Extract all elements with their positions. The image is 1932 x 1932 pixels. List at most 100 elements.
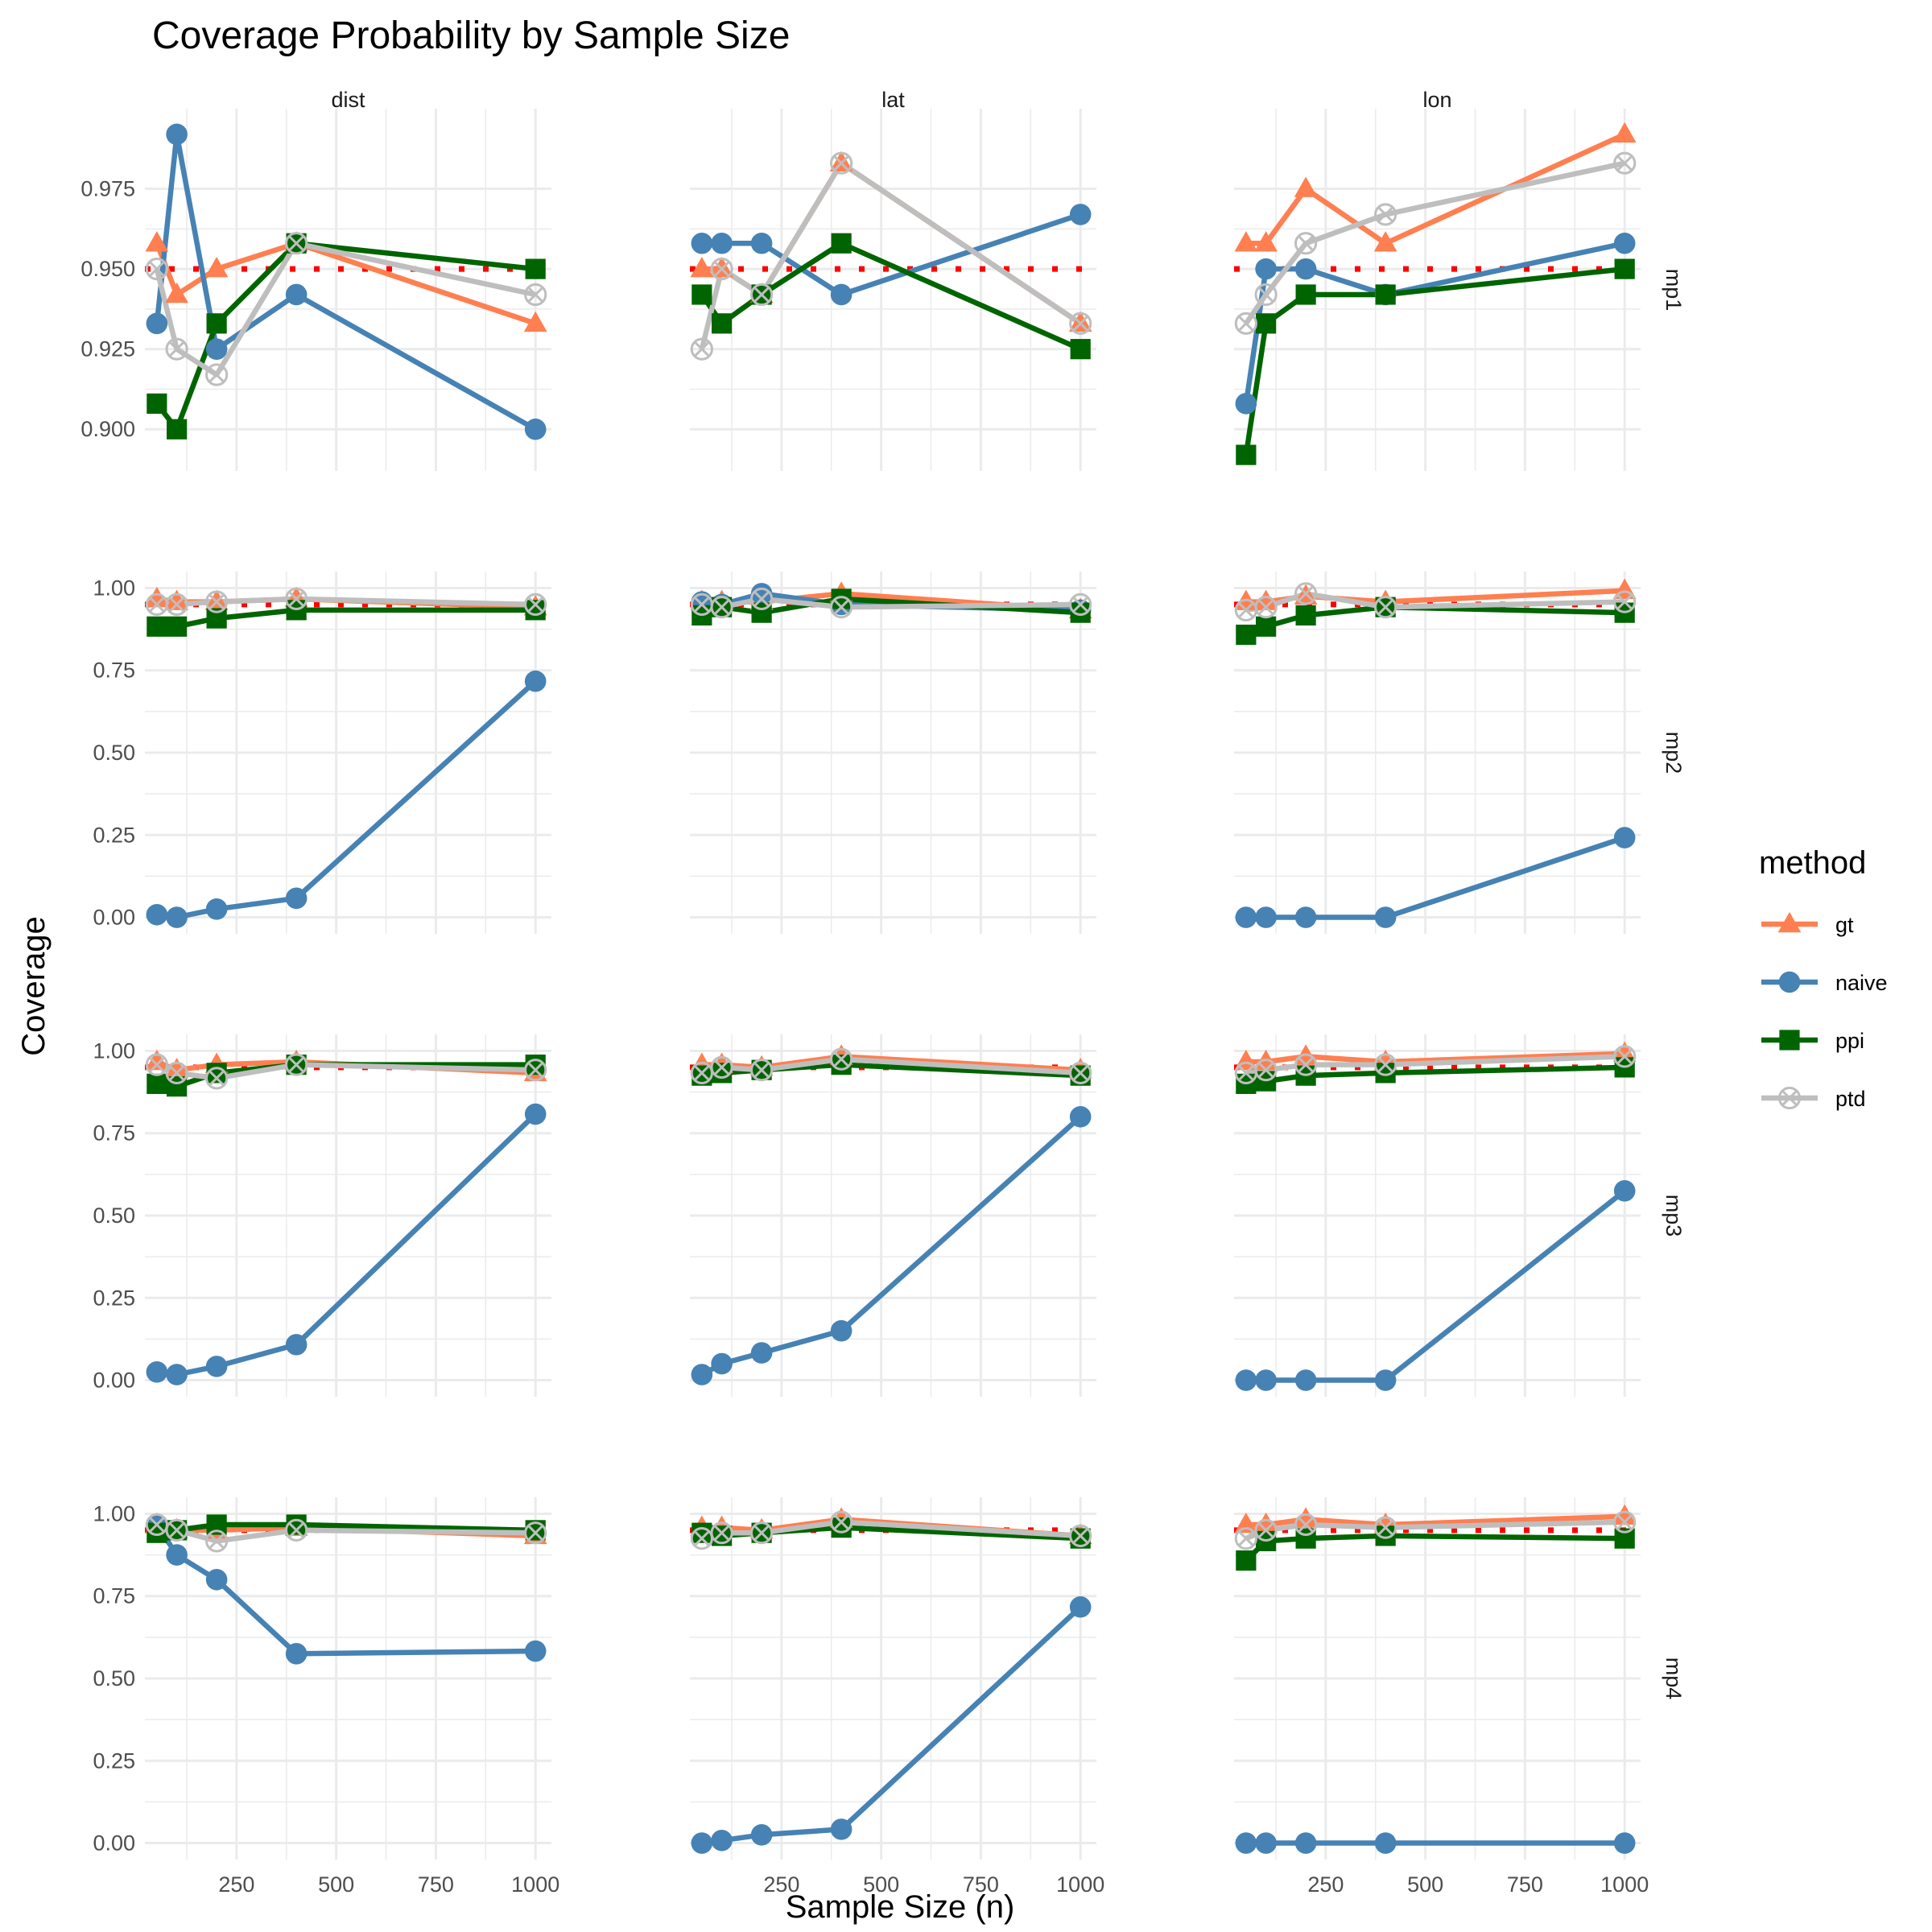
y-tick-label: 0.50 xyxy=(93,741,135,765)
point-gt xyxy=(1294,1507,1318,1528)
point-naive xyxy=(691,232,713,254)
legend: method gt naive ppi ptd xyxy=(1759,845,1888,1111)
point-ptd xyxy=(165,592,188,617)
point-naive xyxy=(1613,827,1636,848)
point-naive xyxy=(691,1832,713,1854)
point-gt xyxy=(829,151,853,171)
x-axis-title: Sample Size (n) xyxy=(786,1889,1015,1925)
point-ptd xyxy=(710,1055,733,1080)
point-naive xyxy=(750,1824,773,1846)
point-naive xyxy=(205,1356,228,1377)
point-naive xyxy=(830,283,852,306)
y-tick-label: 0.75 xyxy=(93,658,135,683)
point-ppi xyxy=(167,616,188,637)
point-naive xyxy=(1294,1832,1317,1854)
point-ptd xyxy=(285,1053,308,1076)
point-ppi xyxy=(147,616,167,637)
point-ptd xyxy=(750,1521,774,1545)
point-ptd xyxy=(1613,151,1637,175)
x-tick-label: 750 xyxy=(418,1872,454,1897)
point-ptd xyxy=(1234,1527,1257,1550)
point-ptd xyxy=(165,337,188,361)
panel-mp4-dist: 0.00 0.25 0.50 0.75 1.00 250 500 750 1000 xyxy=(93,1497,559,1897)
point-gt xyxy=(1234,1512,1258,1534)
x-tick-label: 750 xyxy=(963,1872,999,1897)
y-tick-label: 0.50 xyxy=(93,1666,135,1690)
point-ppi xyxy=(206,313,227,334)
point-gt xyxy=(1254,1512,1278,1534)
point-ptd xyxy=(145,258,168,281)
point-naive xyxy=(166,906,188,928)
point-naive xyxy=(1255,906,1277,928)
y-tick-label: 0.50 xyxy=(93,1203,135,1228)
point-gt xyxy=(1234,231,1258,252)
panel-mp3-dist: 0.00 0.25 0.50 0.75 1.00 xyxy=(93,1034,551,1397)
point-gt xyxy=(523,311,547,332)
panel-mp3-lat xyxy=(690,1034,1096,1397)
y-tick-label: 1.00 xyxy=(93,1038,135,1063)
point-naive xyxy=(524,418,547,440)
point-ppi xyxy=(1070,339,1091,360)
point-gt xyxy=(145,1049,169,1071)
point-naive xyxy=(830,1319,852,1342)
point-ptd xyxy=(1234,312,1257,335)
point-ptd xyxy=(1069,1524,1092,1547)
x-tick-label: 500 xyxy=(1407,1872,1443,1897)
point-ptd xyxy=(524,1059,547,1082)
point-gt xyxy=(204,589,229,610)
y-tick-label: 1.00 xyxy=(93,1501,135,1525)
point-naive xyxy=(750,232,773,254)
point-gt xyxy=(145,586,169,608)
point-ptd xyxy=(710,258,733,281)
point-naive xyxy=(146,1361,168,1383)
point-ptd xyxy=(1613,1510,1637,1534)
point-ptd xyxy=(1069,312,1092,335)
point-ptd xyxy=(750,283,774,307)
point-ptd xyxy=(1613,590,1637,613)
point-naive xyxy=(1255,1369,1277,1391)
point-ppi xyxy=(712,313,733,334)
point-ppi xyxy=(1236,624,1257,646)
point-naive xyxy=(1294,258,1317,280)
point-naive xyxy=(1613,232,1636,254)
point-ptd xyxy=(1069,592,1092,617)
point-naive xyxy=(711,232,733,254)
strip-label-lon: lon xyxy=(1422,88,1451,112)
point-naive xyxy=(691,1364,713,1385)
panel-mp2-lon: mp2 xyxy=(1234,572,1686,934)
point-ptd xyxy=(1294,582,1318,605)
point-naive xyxy=(1069,204,1092,225)
strip-label-mp4: mp4 xyxy=(1662,1657,1686,1700)
point-ptd xyxy=(524,1521,547,1545)
point-ppi xyxy=(167,419,188,440)
point-gt xyxy=(204,256,229,278)
point-naive xyxy=(146,312,168,335)
point-naive xyxy=(146,903,168,926)
point-gt xyxy=(690,256,714,278)
point-ptd xyxy=(750,1059,774,1082)
point-naive xyxy=(1069,1105,1092,1128)
point-naive xyxy=(711,1829,733,1852)
x-tick-label: 250 xyxy=(218,1872,254,1897)
point-ptd xyxy=(1374,596,1397,619)
point-ptd xyxy=(1374,1053,1397,1076)
point-naive xyxy=(524,1640,547,1662)
point-ptd xyxy=(165,1061,188,1084)
strip-label-mp2: mp2 xyxy=(1662,732,1686,774)
point-ppi xyxy=(1256,313,1277,334)
point-naive xyxy=(205,1568,228,1591)
point-ptd xyxy=(1294,232,1318,255)
facet-panels: 0.900 0.925 0.950 0.975 dist lat lon mp1 0.00 0.2… xyxy=(80,88,1686,1897)
point-ptd xyxy=(1613,1045,1637,1068)
point-ppi xyxy=(206,1063,227,1084)
point-naive xyxy=(285,1643,308,1665)
point-gt xyxy=(1373,231,1397,252)
chart-title: Coverage Probability by Sample Size xyxy=(152,14,790,57)
x-tick-label: 500 xyxy=(863,1872,899,1897)
legend-items: gt naive ppi ptd xyxy=(1761,911,1888,1111)
y-tick-label: 0.25 xyxy=(93,1286,135,1310)
point-ppi xyxy=(1295,605,1316,626)
strip-label-mp1: mp1 xyxy=(1662,269,1686,312)
legend-item-ppi: ppi xyxy=(1761,1029,1864,1053)
